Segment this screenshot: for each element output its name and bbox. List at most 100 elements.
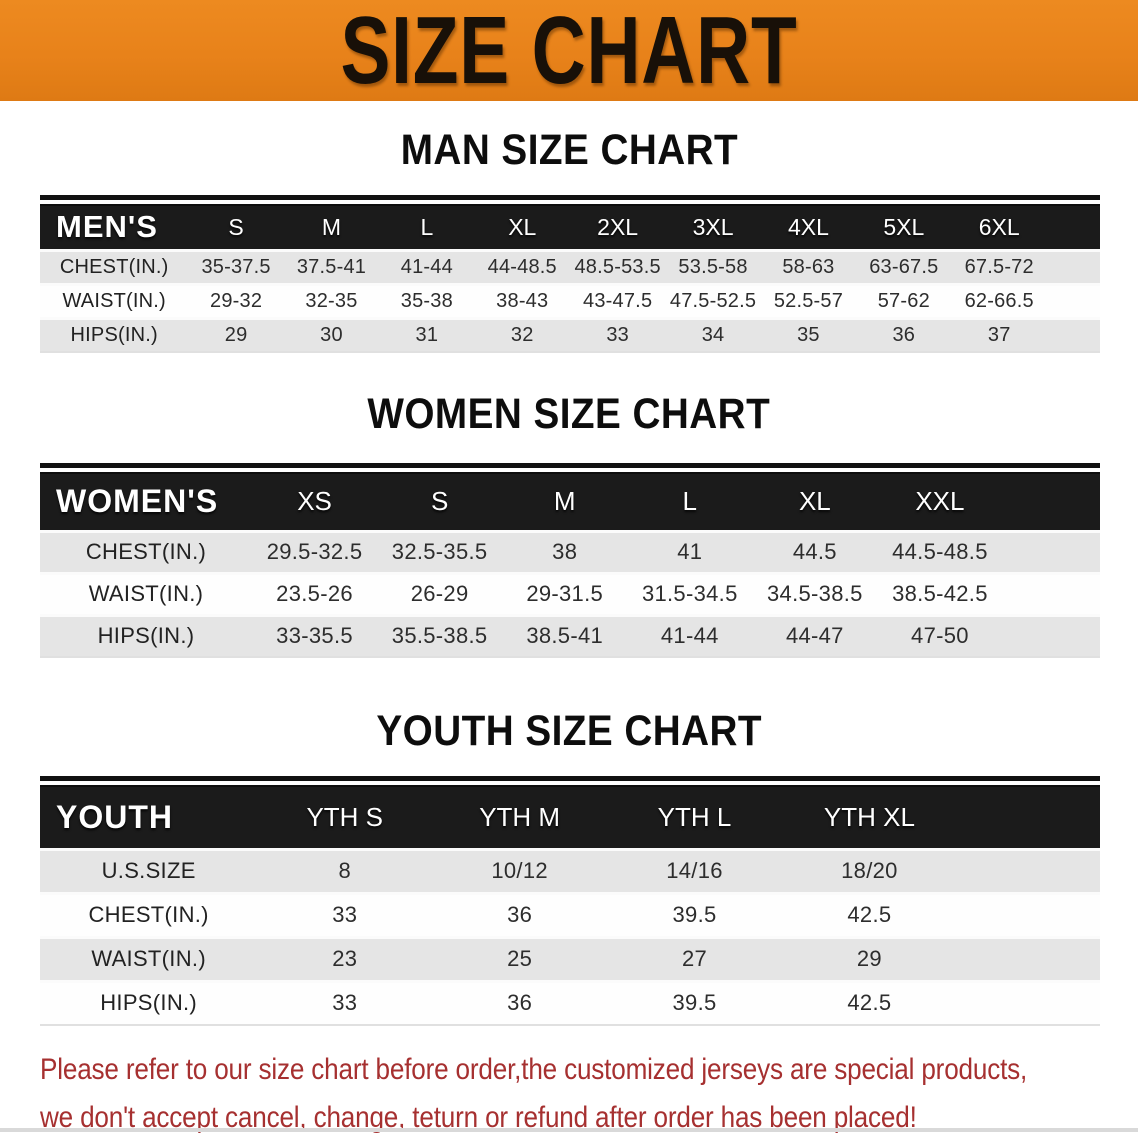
size-value-cell: 25 xyxy=(432,935,608,981)
size-value-cell: 35-38 xyxy=(379,282,475,318)
size-value-cell: 29 xyxy=(781,935,957,981)
size-value-cell: 52.5-57 xyxy=(760,282,857,318)
measure-row-label: U.S.SIZE xyxy=(40,847,258,893)
size-column-header: M xyxy=(502,472,628,532)
measure-row-label: HIPS(IN.) xyxy=(40,316,189,353)
size-value-cell: 33 xyxy=(569,316,666,353)
row-spacer-cell xyxy=(1046,248,1100,284)
size-value-cell: 38-43 xyxy=(474,282,570,318)
size-value-cell: 42.5 xyxy=(781,891,957,937)
size-value-cell: 26-29 xyxy=(377,571,503,615)
row-spacer-cell xyxy=(956,891,1100,937)
size-column-header: 2XL xyxy=(569,204,666,251)
size-value-cell: 35 xyxy=(760,316,857,353)
size-value-cell: 58-63 xyxy=(760,248,857,284)
size-value-cell: 29 xyxy=(188,316,284,353)
size-column-header: S xyxy=(188,204,284,251)
size-column-header: YTH M xyxy=(432,785,608,850)
table-row: HIPS(IN.) 33 36 39.5 42.5 xyxy=(40,979,1100,1026)
size-value-cell: 35.5-38.5 xyxy=(377,613,503,658)
size-column-header: 5XL xyxy=(856,204,952,251)
size-value-cell: 41-44 xyxy=(627,613,753,658)
size-column-header: XL xyxy=(752,472,878,532)
table-row: HIPS(IN.) 29 30 31 32 33 34 35 36 37 xyxy=(40,316,1100,353)
size-column-header: YTH S xyxy=(257,785,433,850)
size-chart-banner: SIZE CHART xyxy=(0,0,1138,101)
size-value-cell: 32.5-35.5 xyxy=(377,529,503,573)
measure-row-label: CHEST(IN.) xyxy=(40,891,258,937)
page-title: SIZE CHART xyxy=(276,0,862,101)
size-value-cell: 30 xyxy=(283,316,380,353)
size-value-cell: 27 xyxy=(607,935,782,981)
row-spacer-cell xyxy=(956,935,1100,981)
measure-row-label: WAIST(IN.) xyxy=(40,935,258,981)
table-top-rule xyxy=(40,195,1100,200)
size-column-header: XL xyxy=(474,204,570,251)
size-column-header: YTH L xyxy=(607,785,782,850)
size-value-cell: 10/12 xyxy=(432,847,608,893)
size-value-cell: 44-48.5 xyxy=(474,248,570,284)
table-row: U.S.SIZE 8 10/12 14/16 18/20 xyxy=(40,847,1100,893)
header-spacer-cell xyxy=(1002,472,1100,532)
measure-row-label: WAIST(IN.) xyxy=(40,282,189,318)
size-value-cell: 39.5 xyxy=(607,891,782,937)
table-row: WAIST(IN.) 23.5-26 26-29 29-31.5 31.5-34.5 34… xyxy=(40,571,1100,615)
header-spacer-cell xyxy=(956,785,1100,850)
measure-row-label: HIPS(IN.) xyxy=(40,613,252,658)
footer-disclaimer-line-1: Please refer to our size chart before or… xyxy=(40,1046,1138,1094)
size-value-cell: 8 xyxy=(257,847,433,893)
size-value-cell: 47.5-52.5 xyxy=(665,282,761,318)
size-column-header: M xyxy=(283,204,380,251)
footer-disclaimer: Please refer to our size chart before or… xyxy=(40,1046,1138,1142)
section-youth: YOUTH SIZE CHART YOUTH YTH S YTH M YTH L YTH… xyxy=(0,708,1138,1026)
row-spacer-cell xyxy=(1002,613,1100,658)
size-value-cell: 33 xyxy=(257,979,433,1026)
women-section-heading: WOMEN SIZE CHART xyxy=(0,391,1138,437)
size-value-cell: 34.5-38.5 xyxy=(752,571,878,615)
size-column-header: 3XL xyxy=(665,204,761,251)
size-value-cell: 37 xyxy=(951,316,1047,353)
table-top-rule xyxy=(40,776,1100,781)
size-value-cell: 53.5-58 xyxy=(665,248,761,284)
size-column-header: XXL xyxy=(877,472,1003,532)
youth-size-table: YOUTH YTH S YTH M YTH L YTH XL U.S.SIZE 8 10/12… xyxy=(40,776,1100,1026)
size-column-header: 6XL xyxy=(951,204,1047,251)
table-group-label: WOMEN'S xyxy=(40,472,252,532)
header-spacer-cell xyxy=(1046,204,1100,251)
footer-line-1-text: Please refer to our size chart before or… xyxy=(40,1053,1028,1086)
size-value-cell: 57-62 xyxy=(856,282,952,318)
size-value-cell: 42.5 xyxy=(781,979,957,1026)
measure-row-label: HIPS(IN.) xyxy=(40,979,258,1026)
size-value-cell: 44.5-48.5 xyxy=(877,529,1003,573)
measure-row-label: WAIST(IN.) xyxy=(40,571,252,615)
size-value-cell: 23.5-26 xyxy=(252,571,378,615)
row-spacer-cell xyxy=(1046,316,1100,353)
table-row: CHEST(IN.) 29.5-32.5 32.5-35.5 38 41 44.5 44.5… xyxy=(40,529,1100,573)
size-value-cell: 23 xyxy=(257,935,433,981)
table-row: WAIST(IN.) 29-32 32-35 35-38 38-43 43-47.5 47.… xyxy=(40,282,1100,318)
size-value-cell: 44.5 xyxy=(752,529,878,573)
size-value-cell: 38.5-42.5 xyxy=(877,571,1003,615)
table-row: HIPS(IN.) 33-35.5 35.5-38.5 38.5-41 41-44 44-… xyxy=(40,613,1100,658)
size-value-cell: 32 xyxy=(474,316,570,353)
size-value-cell: 39.5 xyxy=(607,979,782,1026)
section-men: MAN SIZE CHART MEN'S S M L XL 2XL 3XL 4XL 5XL 6XL… xyxy=(0,127,1138,353)
men-section-heading-text: MAN SIZE CHART xyxy=(400,126,738,174)
size-column-header: L xyxy=(379,204,475,251)
table-group-label: MEN'S xyxy=(40,204,189,251)
size-value-cell: 38.5-41 xyxy=(502,613,628,658)
page-title-text: SIZE CHART xyxy=(340,0,798,104)
section-women: WOMEN SIZE CHART WOMEN'S XS S M L XL XXL CHEST(… xyxy=(0,391,1138,658)
size-value-cell: 29-31.5 xyxy=(502,571,628,615)
size-value-cell: 41 xyxy=(627,529,753,573)
men-section-heading: MAN SIZE CHART xyxy=(0,127,1138,173)
size-table-grid: YOUTH YTH S YTH M YTH L YTH XL U.S.SIZE 8 10/12… xyxy=(40,785,1100,1026)
size-value-cell: 31.5-34.5 xyxy=(627,571,753,615)
size-value-cell: 29-32 xyxy=(188,282,284,318)
size-value-cell: 33-35.5 xyxy=(252,613,378,658)
size-value-cell: 62-66.5 xyxy=(951,282,1047,318)
measure-row-label: CHEST(IN.) xyxy=(40,529,252,573)
footer-disclaimer-line-2: we don't accept cancel, change, teturn o… xyxy=(40,1094,1138,1142)
table-row: CHEST(IN.) 33 36 39.5 42.5 xyxy=(40,891,1100,937)
size-value-cell: 33 xyxy=(257,891,433,937)
